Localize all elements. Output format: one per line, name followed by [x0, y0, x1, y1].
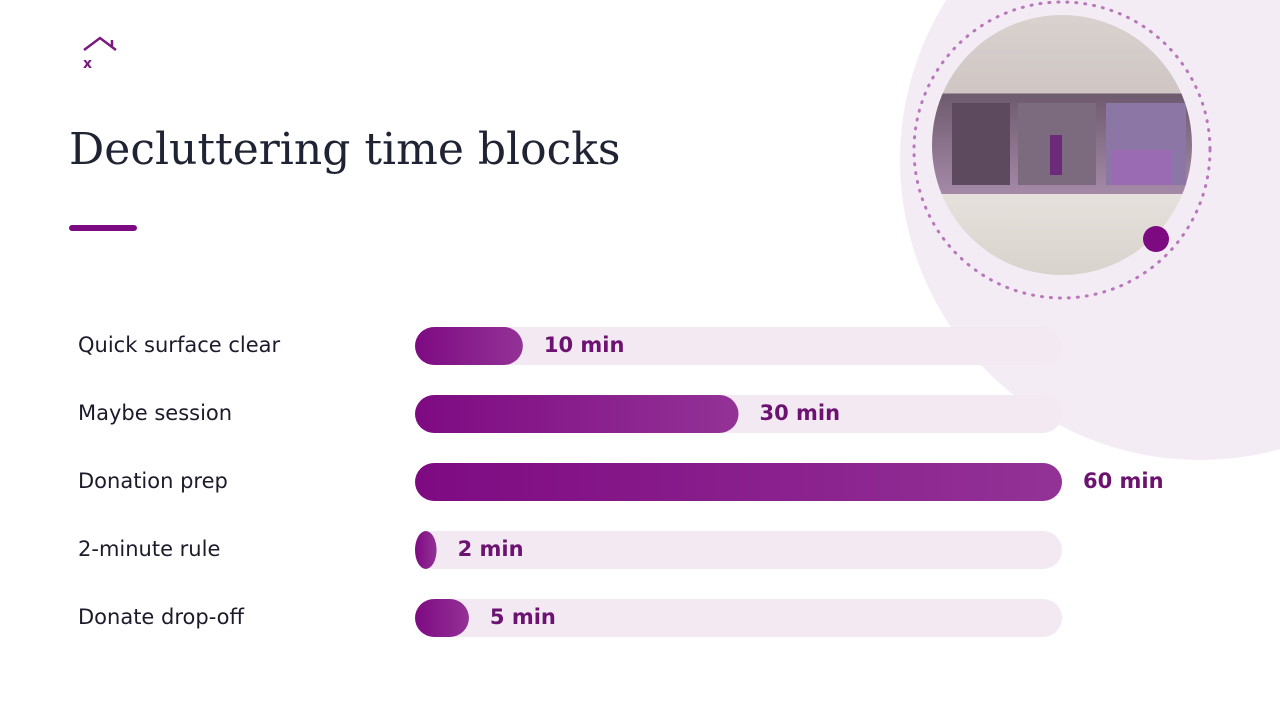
- value-label: 5 min: [490, 605, 556, 629]
- value-label: 30 min: [760, 401, 841, 425]
- category-label: Maybe session: [78, 401, 232, 425]
- logo-house: [83, 36, 117, 51]
- value-label: 10 min: [544, 333, 625, 357]
- photo: [932, 15, 1192, 275]
- logo-text: x: [83, 56, 92, 72]
- chart-title: Decluttering time blocks: [69, 124, 620, 175]
- bar-track: [415, 531, 1062, 569]
- bar: [415, 599, 469, 637]
- category-label: Quick surface clear: [78, 333, 281, 357]
- value-label: 60 min: [1083, 469, 1164, 493]
- bar: [415, 327, 523, 365]
- category-label: 2-minute rule: [78, 537, 220, 561]
- bar: [415, 395, 739, 433]
- bar: [415, 531, 437, 569]
- bar: [415, 463, 1062, 501]
- category-label: Donate drop-off: [78, 605, 245, 629]
- bar-track: [415, 327, 1062, 365]
- accent-dot: [1143, 226, 1169, 252]
- bar-track: [415, 599, 1062, 637]
- category-label: Donation prep: [78, 469, 228, 493]
- dotted-ring: [912, 0, 1212, 300]
- plot: Quick surface clear 10 min Maybe session 30…: [78, 327, 1164, 637]
- value-label: 2 min: [458, 537, 524, 561]
- title-underline: [69, 225, 137, 231]
